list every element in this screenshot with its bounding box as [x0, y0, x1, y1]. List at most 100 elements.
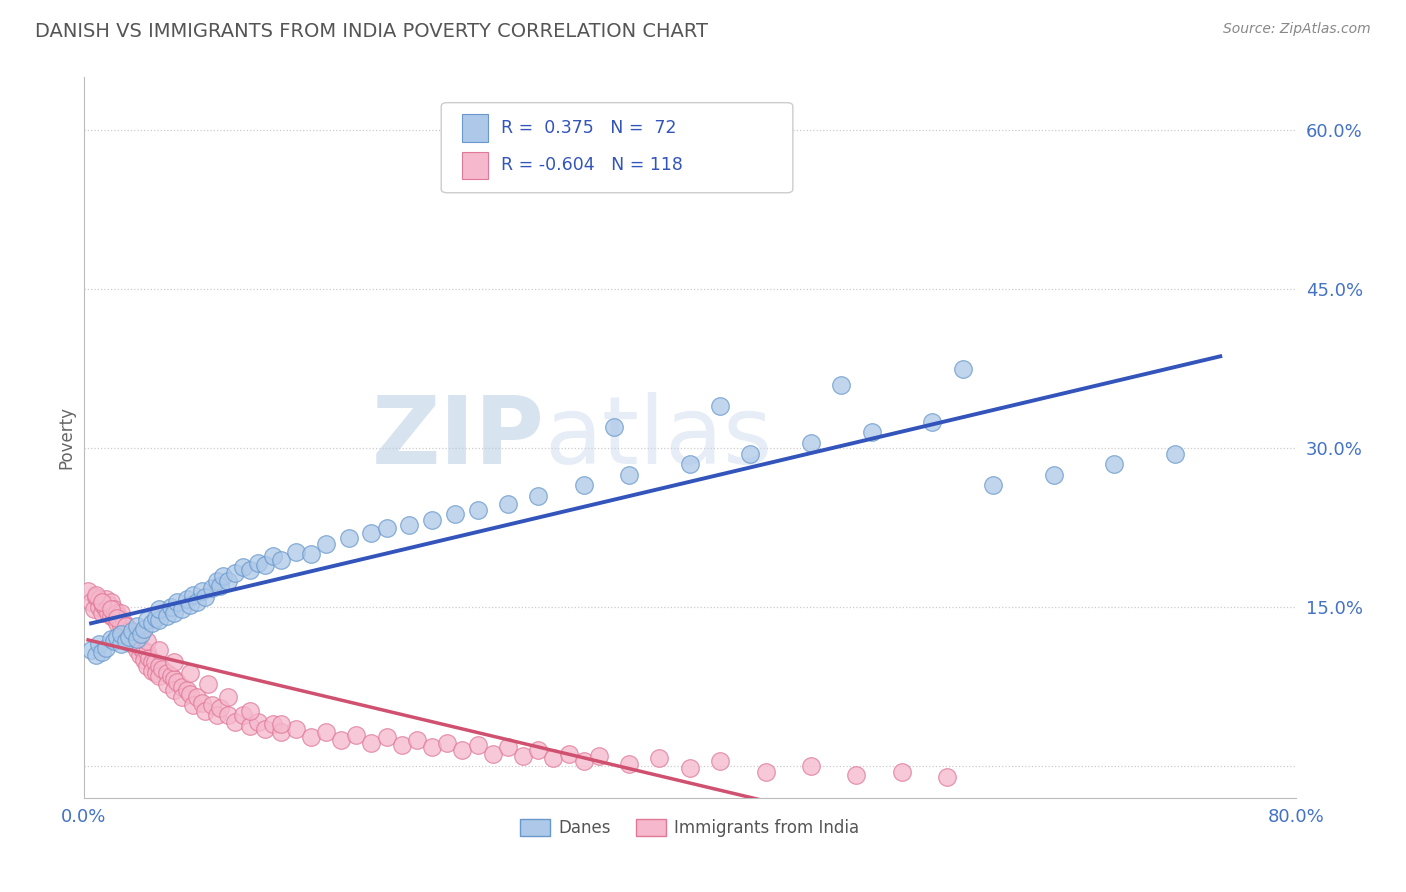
Point — [114, 616, 136, 631]
Point — [179, 666, 201, 681]
Point — [270, 725, 292, 739]
Point — [115, 619, 138, 633]
Point — [679, 762, 702, 776]
Point — [163, 683, 186, 698]
Point — [100, 608, 122, 623]
Point — [156, 676, 179, 690]
Point — [232, 560, 254, 574]
Point — [98, 599, 121, 613]
Point — [170, 602, 193, 616]
Point — [1042, 467, 1064, 482]
Point — [467, 738, 489, 752]
Point — [136, 658, 159, 673]
Text: ZIP: ZIP — [371, 392, 544, 483]
Point — [239, 704, 262, 718]
Point — [936, 770, 959, 784]
Point — [141, 616, 163, 631]
Point — [143, 656, 166, 670]
Point — [127, 634, 149, 648]
Point — [208, 579, 231, 593]
Point — [121, 624, 143, 638]
Point — [572, 478, 595, 492]
Point — [246, 714, 269, 729]
Point — [709, 399, 731, 413]
Point — [118, 630, 141, 644]
Point — [375, 730, 398, 744]
Point — [148, 669, 170, 683]
Point — [572, 754, 595, 768]
Point — [134, 653, 156, 667]
Point — [105, 606, 128, 620]
Point — [420, 740, 443, 755]
Point — [90, 645, 112, 659]
Point — [87, 600, 110, 615]
Point — [360, 526, 382, 541]
Point — [299, 730, 322, 744]
Point — [496, 496, 519, 510]
Point — [344, 727, 367, 741]
Point — [315, 537, 337, 551]
Point — [224, 714, 246, 729]
Point — [125, 642, 148, 657]
Point — [163, 606, 186, 620]
Point — [96, 640, 118, 655]
Point — [315, 725, 337, 739]
Y-axis label: Poverty: Poverty — [58, 406, 75, 469]
Point — [217, 574, 239, 588]
Point — [122, 630, 145, 644]
Point — [603, 420, 626, 434]
Point — [527, 743, 550, 757]
Point — [77, 584, 100, 599]
Point — [163, 673, 186, 687]
Point — [90, 595, 112, 609]
Point — [166, 595, 188, 609]
Point — [100, 595, 122, 609]
Point — [557, 747, 579, 761]
Point — [679, 458, 702, 472]
Point — [96, 602, 118, 616]
Point — [87, 637, 110, 651]
Point — [891, 764, 914, 779]
Point — [845, 768, 868, 782]
Point — [299, 547, 322, 561]
Point — [176, 591, 198, 606]
Point — [617, 757, 640, 772]
Point — [100, 632, 122, 647]
Point — [754, 764, 776, 779]
Point — [205, 708, 228, 723]
Point — [1164, 447, 1187, 461]
Point — [145, 666, 167, 681]
Point — [800, 436, 823, 450]
Text: DANISH VS IMMIGRANTS FROM INDIA POVERTY CORRELATION CHART: DANISH VS IMMIGRANTS FROM INDIA POVERTY … — [35, 22, 709, 41]
Point — [121, 627, 143, 641]
Point — [201, 698, 224, 712]
Point — [181, 588, 204, 602]
Point — [145, 611, 167, 625]
Point — [141, 656, 163, 670]
Point — [150, 662, 173, 676]
Point — [270, 552, 292, 566]
Point — [1102, 458, 1125, 472]
Point — [740, 447, 762, 461]
Point — [105, 630, 128, 644]
Point — [148, 613, 170, 627]
Point — [121, 637, 143, 651]
Point — [160, 669, 183, 683]
Point — [170, 690, 193, 705]
Point — [125, 619, 148, 633]
Point — [205, 574, 228, 588]
Point — [103, 602, 125, 616]
Text: R =  0.375   N =  72: R = 0.375 N = 72 — [501, 119, 676, 136]
Point — [83, 602, 105, 616]
Point — [160, 600, 183, 615]
Point — [96, 591, 118, 606]
Point — [179, 599, 201, 613]
Point — [246, 556, 269, 570]
Point — [921, 415, 943, 429]
Point — [186, 690, 208, 705]
Point — [84, 648, 107, 662]
Point — [100, 602, 122, 616]
Point — [543, 751, 565, 765]
Point — [208, 701, 231, 715]
Point — [125, 627, 148, 641]
